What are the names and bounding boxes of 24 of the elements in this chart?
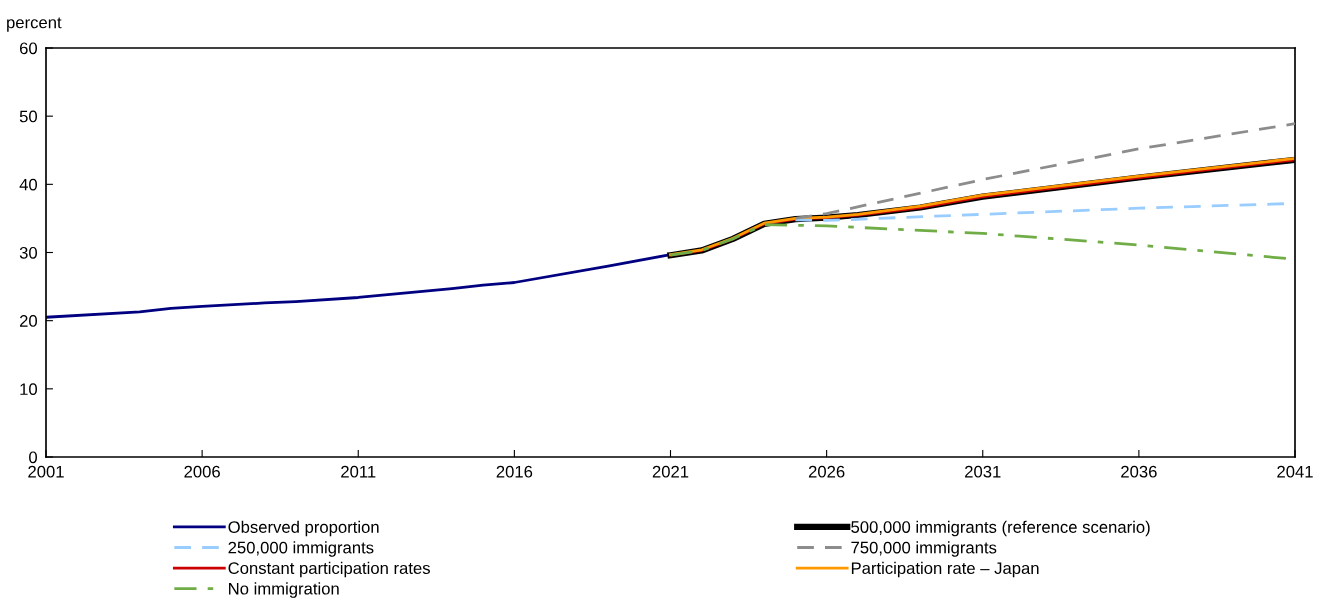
x-tick-label: 2036 bbox=[1121, 465, 1157, 478]
y-tick-label: 0 bbox=[29, 451, 38, 464]
x-tick-label: 2016 bbox=[496, 465, 533, 478]
x-tick-label: 2001 bbox=[28, 465, 64, 478]
y-tick-label: 40 bbox=[19, 178, 38, 191]
x-tick-label: 2021 bbox=[652, 465, 689, 478]
x-tick-label: 2026 bbox=[808, 465, 845, 478]
x-tick-label: 2011 bbox=[341, 465, 376, 478]
legend-label: Observed proportion bbox=[228, 520, 379, 537]
y-tick-label: 20 bbox=[19, 315, 38, 327]
legend-label: No immigration bbox=[229, 582, 339, 598]
legend-label: Participation rate – Japan bbox=[851, 561, 1039, 578]
legend-label: 750,000 immigrants bbox=[851, 541, 997, 557]
legend-label: 500,000 immigrants (reference scenario) bbox=[851, 520, 1150, 537]
legend-label: Constant participation rates bbox=[228, 561, 430, 578]
x-tick-label: 2031 bbox=[965, 465, 1001, 478]
y-axis-title: percent bbox=[7, 17, 62, 32]
x-tick-label: 2006 bbox=[184, 465, 220, 478]
y-tick-label: 30 bbox=[19, 246, 38, 259]
legend-label: 250,000 immigrants bbox=[228, 541, 374, 557]
x-tick-label: 2041 bbox=[1277, 465, 1313, 478]
y-tick-label: 60 bbox=[19, 42, 38, 55]
y-tick-label: 10 bbox=[20, 383, 38, 396]
y-tick-label: 50 bbox=[19, 110, 38, 123]
